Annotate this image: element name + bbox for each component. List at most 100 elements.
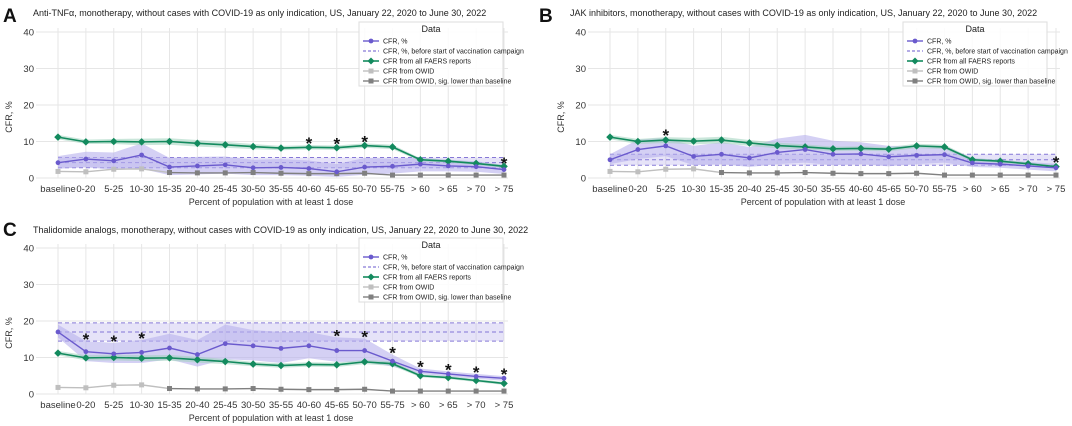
cfr-marker — [390, 163, 395, 169]
x-tick-label: > 70 — [467, 400, 486, 411]
owid-sig-marker — [1025, 172, 1031, 178]
x-tick-label: baseline — [40, 184, 75, 195]
panel-letter: A — [3, 6, 17, 27]
y-tick-label: 20 — [23, 317, 34, 328]
cfr-marker — [501, 167, 507, 173]
x-tick-label: 25-45 — [213, 184, 237, 195]
cfr-marker — [746, 155, 752, 161]
x-tick-label: 55-75 — [380, 184, 404, 195]
x-tick-label: > 75 — [495, 400, 514, 411]
y-tick-label: 20 — [575, 101, 586, 112]
faers-marker — [689, 137, 698, 145]
x-tick-label: baseline — [592, 184, 627, 195]
x-tick-label: > 60 — [411, 184, 430, 195]
faers-marker — [221, 357, 230, 366]
x-tick-label: 5-25 — [104, 400, 123, 411]
cfr-marker — [111, 158, 117, 164]
cfr-marker — [278, 345, 284, 351]
faers-marker — [305, 143, 313, 152]
faers-marker — [221, 140, 230, 149]
significance-star: * — [361, 328, 368, 347]
x-tick-label: > 65 — [991, 184, 1010, 195]
x-tick-label: > 65 — [439, 184, 458, 195]
x-tick-label: 10-30 — [681, 184, 705, 195]
x-tick-label: 0-20 — [76, 184, 95, 195]
owid-sig-marker — [501, 388, 507, 394]
x-tick-label: 20-40 — [185, 400, 209, 411]
legend-item-label: CFR from all FAERS reports — [927, 59, 1015, 66]
cfr-marker — [55, 160, 61, 166]
x-tick-label: 50-70 — [352, 400, 376, 411]
x-tick-label: 55-75 — [932, 184, 956, 195]
cfr-marker — [250, 343, 256, 349]
faers-marker — [360, 358, 369, 366]
cfr-marker — [501, 375, 507, 381]
owid-marker — [635, 169, 641, 175]
cfr-marker — [306, 343, 312, 349]
cfr-marker — [417, 161, 423, 167]
owid-sig-marker — [278, 170, 284, 176]
legend-box — [358, 237, 504, 303]
owid-sig-marker — [969, 172, 975, 178]
x-tick-label: 40-60 — [849, 184, 873, 195]
legend: Data CFR, % CFR, %, before start of vaccin… — [902, 21, 1068, 87]
cfr-marker — [222, 341, 228, 347]
cfr-marker — [886, 154, 892, 160]
legend-swatch-marker — [911, 57, 919, 65]
x-axis-label: Percent of population with at least 1 do… — [741, 197, 906, 207]
y-tick-label: 10 — [575, 137, 586, 148]
faers-marker — [606, 133, 614, 141]
x-tick-label: > 70 — [1019, 184, 1038, 195]
legend-title: Data — [965, 24, 984, 34]
x-tick-label: 35-55 — [269, 400, 293, 411]
significance-star: * — [501, 365, 508, 384]
cfr-marker — [278, 165, 284, 170]
owid-sig-marker — [445, 172, 451, 178]
legend-item-label: CFR, % — [383, 39, 408, 46]
x-tick-label: 5-25 — [104, 184, 123, 195]
faers-marker — [137, 138, 146, 146]
faers-marker — [801, 143, 809, 151]
y-tick-label: 10 — [23, 137, 34, 148]
panel-B: B JAK inhibitors, monotherapy, without ca… — [539, 6, 1068, 207]
faers-marker — [277, 361, 285, 370]
faers-marker — [360, 141, 369, 150]
x-tick-label: 10-30 — [129, 184, 153, 195]
cfr-marker — [222, 162, 228, 168]
cfr-ci-band — [58, 324, 504, 381]
panel-letter: C — [3, 220, 17, 241]
owid-sig-marker — [914, 170, 920, 176]
y-tick-label: 0 — [581, 174, 586, 185]
y-axis-label: CFR, % — [556, 101, 566, 133]
owid-sig-marker — [830, 170, 836, 176]
cfr-marker — [942, 152, 947, 158]
x-tick-label: 25-45 — [213, 400, 237, 411]
x-tick-label: 10-30 — [129, 400, 153, 411]
owid-sig-marker — [278, 386, 284, 392]
x-tick-label: 45-65 — [325, 400, 349, 411]
significance-star: * — [333, 326, 340, 345]
cfr-marker — [607, 157, 613, 163]
x-tick-label: 40-60 — [297, 400, 321, 411]
owid-marker — [55, 168, 61, 174]
owid-sig-marker — [858, 171, 864, 177]
x-tick-label: 30-50 — [241, 400, 265, 411]
legend-swatch-marker — [912, 68, 918, 74]
owid-marker — [607, 168, 613, 174]
cfr-marker — [417, 368, 423, 374]
faers-marker — [109, 353, 118, 362]
owid-marker — [83, 169, 89, 175]
significance-star: * — [333, 135, 340, 154]
x-tick-label: 30-50 — [241, 184, 265, 195]
faers-marker — [472, 159, 480, 168]
owid-sig-marker — [802, 170, 808, 176]
cfr-marker — [473, 374, 479, 379]
faers-marker — [165, 137, 174, 146]
legend-swatch-marker — [368, 254, 374, 260]
legend-item-label: CFR, % — [927, 39, 952, 46]
faers-marker — [332, 361, 341, 369]
cfr-marker — [83, 349, 89, 355]
legend-item-label: CFR from OWID — [383, 285, 434, 292]
faers-marker — [277, 144, 285, 152]
significance-star: * — [138, 329, 145, 348]
